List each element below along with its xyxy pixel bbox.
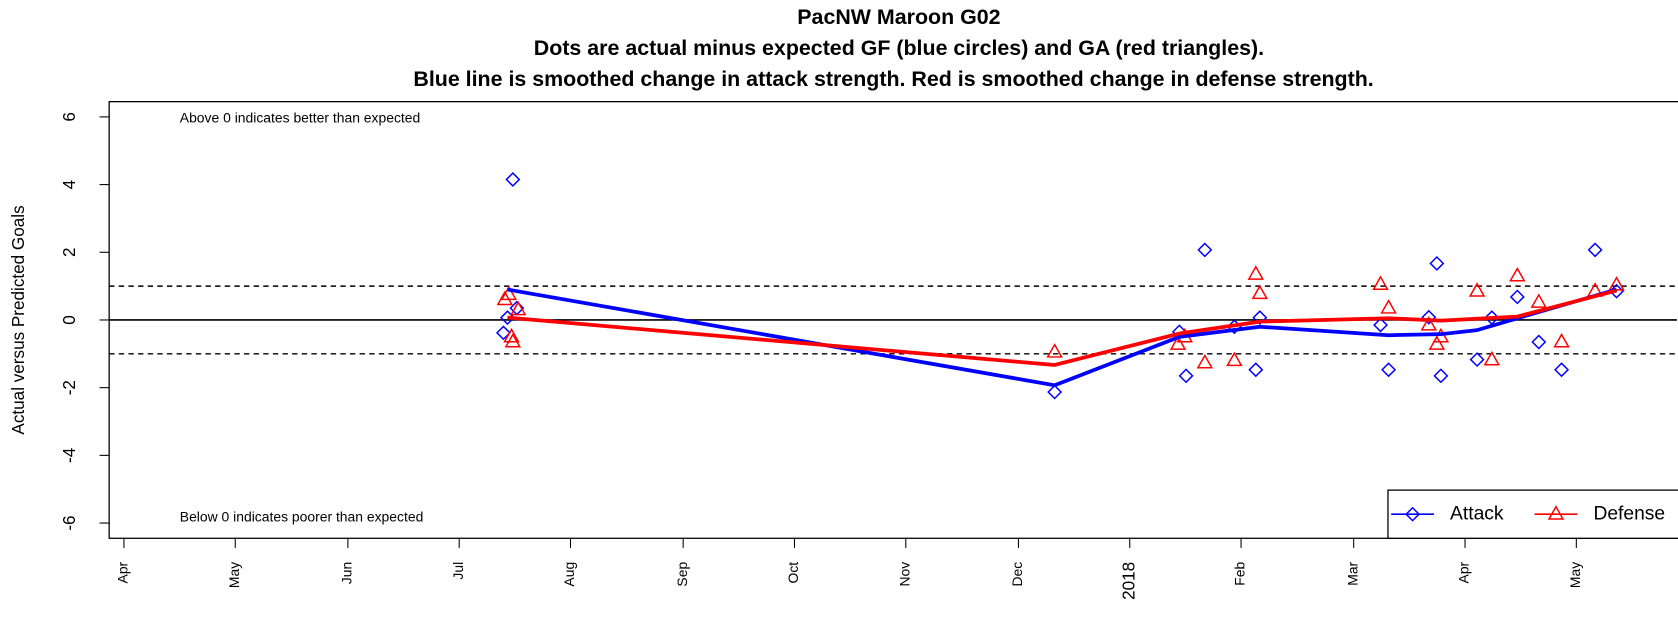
x-tick-label: Jun — [339, 562, 355, 584]
x-tick-label: Dec — [1009, 562, 1025, 587]
diamond-marker — [505, 172, 521, 187]
y-tick-label: 2 — [60, 248, 79, 258]
y-axis-label: Actual versus Predicted Goals — [9, 205, 28, 434]
diamond-marker — [1405, 506, 1421, 522]
diamond-marker — [1469, 352, 1485, 368]
diamond-marker — [1373, 317, 1389, 333]
chart-title: PacNW Maroon G02 — [797, 5, 1000, 29]
x-tick-label: May — [226, 562, 242, 588]
plot-frame — [108, 101, 1678, 539]
triangle-marker — [1428, 335, 1446, 350]
y-tick-label: 0 — [60, 315, 79, 325]
triangle-marker — [1547, 505, 1565, 520]
triangle-marker — [1372, 275, 1389, 290]
triangle-marker — [504, 332, 522, 348]
legend-box — [1387, 489, 1678, 539]
diamond-marker — [1047, 384, 1063, 400]
plot-area — [495, 172, 1625, 400]
legend-label: Attack — [1450, 503, 1504, 524]
diamond-marker — [1248, 362, 1264, 378]
x-tick-label: Apr — [1456, 561, 1472, 583]
triangle-marker — [1530, 293, 1548, 308]
x-tick-label: May — [1567, 562, 1583, 588]
x-tick-label: Aug — [561, 562, 577, 587]
x-tick-label: 2018 — [1119, 562, 1138, 600]
diamond-marker — [1554, 362, 1570, 378]
x-tick-label: Mar — [1344, 561, 1360, 585]
x-tick-label: Jul — [450, 562, 466, 580]
triangle-marker — [1251, 284, 1269, 300]
diamond-marker — [1531, 334, 1547, 350]
smoothed-line — [507, 288, 1618, 367]
annotation: Below 0 indicates poorer than expected — [180, 509, 424, 525]
triangle-marker — [496, 290, 514, 306]
triangle-marker — [1420, 316, 1438, 331]
y-tick-label: 6 — [60, 112, 79, 122]
x-tick-label: Nov — [896, 562, 912, 587]
triangle-marker — [1380, 299, 1397, 314]
diamond-marker — [1587, 242, 1603, 258]
triangle-marker — [1169, 335, 1187, 350]
diamond-marker — [1421, 309, 1437, 325]
diamond-marker — [1433, 368, 1449, 384]
triangle-marker — [509, 300, 527, 316]
diamond-marker — [1252, 310, 1268, 326]
smoothed-line — [507, 287, 1618, 388]
x-tick-label: Feb — [1232, 562, 1248, 586]
y-tick-label: 4 — [60, 179, 79, 189]
triangle-marker — [500, 285, 518, 301]
triangle-marker — [1483, 350, 1501, 366]
diamond-marker — [1381, 362, 1397, 378]
diamond-marker — [495, 325, 511, 341]
y-tick-label: -4 — [60, 447, 79, 463]
chart-subtitle: Blue line is smoothed change in attack s… — [413, 67, 1373, 91]
y-tick-label: -6 — [60, 515, 79, 530]
chart-subtitle: Dots are actual minus expected GF (blue … — [534, 36, 1264, 60]
diamond-marker — [1197, 242, 1213, 258]
x-tick-label: Apr — [115, 561, 131, 583]
triangle-marker — [1553, 332, 1570, 348]
y-tick-label: -2 — [60, 380, 79, 395]
triangle-marker — [503, 327, 520, 343]
triangle-marker — [1196, 353, 1214, 369]
diamond-marker — [1429, 255, 1445, 271]
triangle-marker — [1468, 282, 1486, 297]
diamond-marker — [499, 310, 515, 326]
x-tick-label: Oct — [785, 562, 801, 584]
legend-label: Defense — [1593, 503, 1665, 524]
annotation: Above 0 indicates better than expected — [180, 109, 420, 125]
triangle-marker — [1247, 265, 1265, 280]
x-tick-label: Sep — [674, 562, 690, 587]
triangle-marker — [1509, 266, 1526, 282]
triangle-marker — [1226, 351, 1243, 367]
diamond-marker — [1178, 368, 1194, 384]
diamond-marker — [1509, 289, 1525, 305]
triangle-marker — [1046, 343, 1063, 358]
